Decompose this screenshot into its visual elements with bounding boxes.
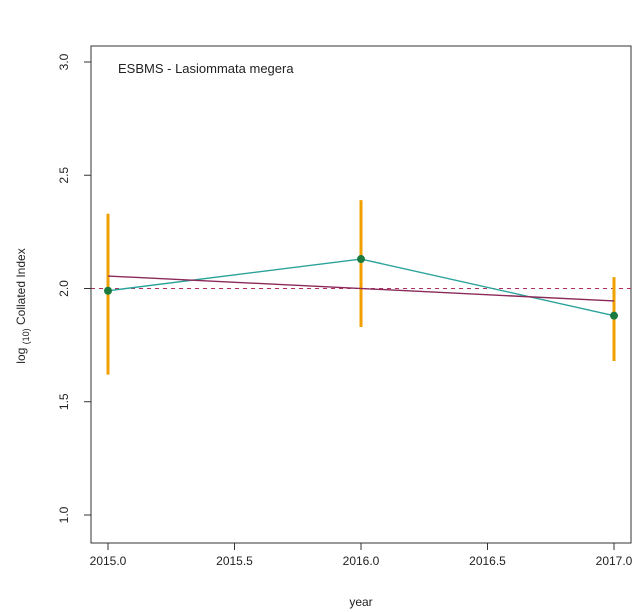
y-axis-label-pre: log — [14, 344, 28, 363]
data-points-group — [104, 255, 618, 320]
data-point — [357, 255, 365, 264]
chart-title: ESBMS - Lasiommata megera — [118, 61, 294, 76]
y-tick-label: 1.5 — [57, 393, 71, 410]
x-tick-label: 2015.5 — [216, 554, 253, 568]
y-tick-label: 1.0 — [57, 506, 71, 523]
y-axis-label-post: Collated Index — [14, 248, 28, 328]
data-point — [104, 286, 112, 295]
y-axis-label: log (10) Collated Index — [14, 248, 31, 363]
y-tick-label: 2.0 — [57, 280, 71, 297]
x-tick-label: 2016.0 — [343, 554, 380, 568]
x-tick-label: 2016.5 — [469, 554, 506, 568]
y-tick-label: 3.0 — [57, 53, 71, 70]
x-tick-label: 2015.0 — [90, 554, 127, 568]
y-tick-label: 2.5 — [57, 167, 71, 184]
x-tick-label: 2017.0 — [596, 554, 633, 568]
x-axis: 2015.0 2015.5 2016.0 2016.5 2017.0 — [90, 542, 633, 568]
x-axis-label: year — [349, 595, 372, 609]
y-axis-label-sub: (10) — [21, 328, 31, 344]
y-axis: 1.0 1.5 2.0 2.5 3.0 — [57, 53, 92, 523]
data-point — [610, 311, 618, 320]
trend-line — [107, 275, 615, 302]
